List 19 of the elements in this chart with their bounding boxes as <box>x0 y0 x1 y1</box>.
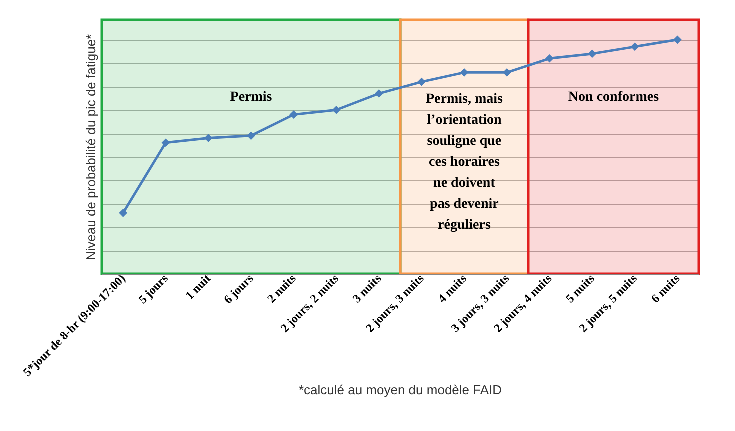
point <box>588 50 597 58</box>
point <box>460 68 469 77</box>
point <box>119 208 128 218</box>
band-label: Non conformes <box>568 90 660 105</box>
band-label: Permis, mais l’orientation souligne que ces horaires ne doivent pas devenir réguliers <box>426 92 504 233</box>
point <box>162 138 170 148</box>
point <box>418 78 426 86</box>
text: *calculé au moyen du modèle FAID <box>298 382 502 398</box>
band-label: Permis <box>230 90 273 105</box>
y-axis-title: Niveau de probabilité du pic de fatigue* <box>84 34 98 261</box>
point <box>673 36 682 44</box>
point <box>546 54 554 63</box>
x-tick-label: 1 nuit <box>182 272 214 302</box>
point <box>332 106 341 114</box>
point <box>247 132 256 140</box>
point <box>204 134 213 142</box>
point <box>290 110 298 119</box>
point <box>374 90 384 98</box>
point <box>630 42 640 52</box>
